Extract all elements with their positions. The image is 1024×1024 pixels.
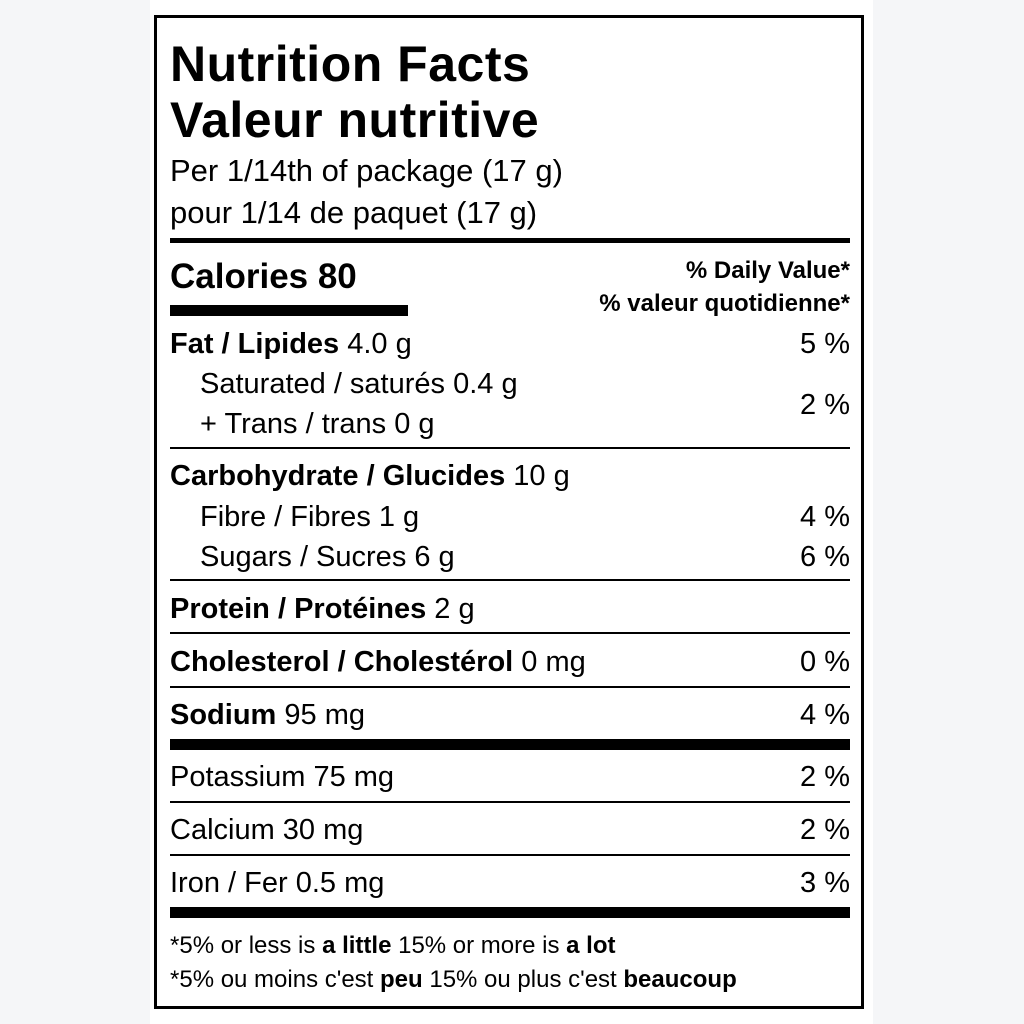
sodium-amount: 95 mg	[284, 699, 366, 731]
serving-size-fr: pour 1/14 de paquet (17 g)	[170, 195, 538, 230]
sodium-label: Sodium	[170, 699, 277, 731]
calories-bar	[170, 305, 408, 316]
footnote-bold: beaucoup	[623, 966, 737, 993]
footnote-text: 15% ou plus c'est	[422, 966, 624, 993]
fat-label: Fat / Lipides	[170, 328, 340, 360]
carbohydrate-amount: 10 g	[513, 460, 570, 492]
footnote-en: *5% or less is a little 15% or more is a…	[170, 934, 616, 958]
divider	[170, 579, 850, 581]
nutrition-facts-panel	[154, 15, 864, 1009]
page	[150, 0, 873, 1024]
divider	[170, 801, 850, 803]
fat-row: Fat / Lipides 4.0 g	[170, 330, 412, 359]
sugars-row: Sugars / Sucres 6 g	[200, 541, 455, 573]
protein-row: Protein / Protéines 2 g	[170, 595, 475, 624]
cholesterol-row: Cholesterol / Cholestérol 0 mg	[170, 648, 586, 677]
footnote-text: 15% or more is	[391, 932, 567, 959]
daily-value-header-fr: % valeur quotidienne*	[599, 290, 850, 317]
protein-label: Protein / Protéines	[170, 593, 427, 625]
footnote-text: *5% or less is	[170, 932, 323, 959]
fibre-dv: 4 %	[800, 501, 850, 533]
protein-amount: 2 g	[434, 593, 475, 625]
calcium-row: Calcium 30 mg	[170, 814, 364, 846]
sodium-row: Sodium 95 mg	[170, 701, 365, 730]
daily-value-header-en: % Daily Value*	[685, 257, 850, 284]
fat-amount: 4.0 g	[347, 328, 412, 360]
potassium-row: Potassium 75 mg	[170, 761, 395, 793]
saturated-trans-dv: 2 %	[800, 389, 850, 421]
divider	[170, 632, 850, 634]
calcium-dv: 2 %	[800, 814, 850, 846]
cholesterol-amount: 0 mg	[521, 646, 586, 678]
footnote-bold: a little	[322, 932, 392, 959]
carbohydrate-row: Carbohydrate / Glucides 10 g	[170, 462, 570, 491]
divider	[170, 447, 850, 449]
carbohydrate-label: Carbohydrate / Glucides	[170, 460, 506, 492]
calories: Calories 80	[170, 257, 357, 296]
fat-dv: 5 %	[800, 328, 850, 360]
trans-row: + Trans / trans 0 g	[200, 408, 435, 440]
iron-row: Iron / Fer 0.5 mg	[170, 867, 385, 899]
footnote-bold: peu	[380, 966, 423, 993]
cholesterol-label: Cholesterol / Cholestérol	[170, 646, 514, 678]
divider	[170, 854, 850, 856]
divider-thick	[170, 238, 850, 243]
footnote-bold: a lot	[566, 932, 616, 959]
title-fr: Valeur nutritive	[170, 92, 540, 148]
sugars-dv: 6 %	[800, 541, 850, 573]
divider	[170, 686, 850, 688]
footnote-fr: *5% ou moins c'est peu 15% ou plus c'est…	[170, 968, 737, 992]
fibre-row: Fibre / Fibres 1 g	[200, 501, 420, 533]
footnote-text: *5% ou moins c'est	[170, 966, 381, 993]
divider-thick	[170, 907, 850, 918]
serving-size-en: Per 1/14th of package (17 g)	[170, 153, 563, 188]
divider-thick	[170, 739, 850, 750]
sodium-dv: 4 %	[800, 699, 850, 731]
title-en: Nutrition Facts	[170, 36, 531, 92]
saturated-row: Saturated / saturés 0.4 g	[200, 368, 518, 400]
cholesterol-dv: 0 %	[800, 646, 850, 678]
iron-dv: 3 %	[800, 867, 850, 899]
potassium-dv: 2 %	[800, 761, 850, 793]
